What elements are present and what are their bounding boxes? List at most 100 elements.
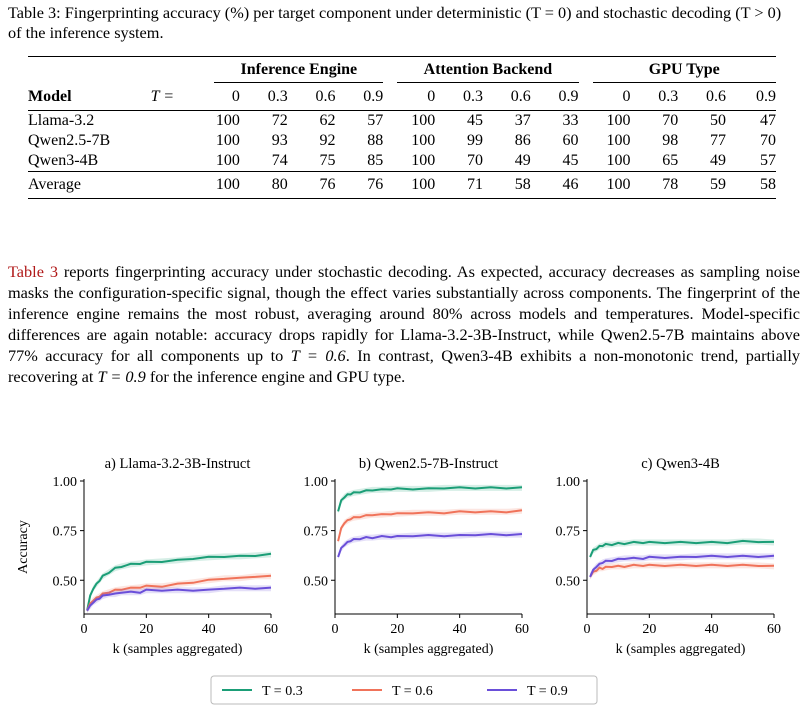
value-cell: 47 [726,110,776,131]
x-tick-label: 40 [705,622,719,637]
confidence-band [338,484,522,514]
x-tick-label: 0 [584,622,591,637]
temperature-column-header: 0.9 [363,88,384,105]
model-column-header: Model [28,88,72,105]
value-cell: 49 [710,152,727,169]
series-line [86,574,272,612]
confidence-band [338,507,522,544]
temperature-column-header: 0 [622,88,631,105]
paragraph-text-3: for the inference engine and GPU type. [145,367,406,386]
table-caption-label: Table 3: [8,3,61,22]
paragraph-text-2: . In contrast, Qwen3-4B exhibits a non-m… [8,346,800,386]
y-tick-label: 0.50 [304,574,329,589]
y-tick-label: 0.50 [53,574,78,589]
temperature-column-header: 0.6 [315,88,336,105]
empty-cell [151,151,201,172]
confidence-band [338,531,522,560]
value-cell: 100 [411,132,436,149]
value-cell: 74 [271,152,288,169]
value-cell: 45 [562,152,579,169]
value-cell: 98 [662,132,679,149]
value-cell: 45 [435,110,483,131]
y-tick-label: 0.75 [53,525,78,540]
temperature-column-header: 0.9 [558,88,579,105]
y-tick-label: 0.75 [304,525,329,540]
temperature-column-header: 0.9 [756,88,776,105]
temperature-header: T = [150,88,174,105]
temperature-column-header: 0.3 [462,88,483,105]
x-tick-label: 60 [767,622,781,637]
legend-label: T = 0.6 [392,684,433,699]
value-cell: 100 [383,110,436,131]
value-cell: 59 [678,171,727,199]
model-name-cell: Qwen3-4B [28,152,99,169]
table-body: Inference Engine Attention Backend GPU Typ… [28,56,776,199]
x-tick-label: 0 [332,622,339,637]
panel-title: c) Qwen3-4B [641,456,720,472]
x-tick-label: 60 [264,622,278,637]
empty-cell [28,56,151,84]
value-cell: 93 [271,132,288,149]
value-cell: 76 [287,171,336,199]
value-cell: 100 [606,132,631,149]
value-cell: 100 [215,132,240,149]
x-tick-label: 60 [515,622,529,637]
value-cell: 100 [578,171,631,199]
value-cell: 37 [482,110,531,131]
value-cell: 70 [466,152,483,169]
x-axis-label: k (samples aggregated) [113,642,243,657]
group-header-label: Inference Engine [214,58,384,83]
fingerprint-accuracy-table: Inference Engine Attention Backend GPU Typ… [28,56,776,199]
empty-cell [150,110,201,131]
value-cell: 100 [383,171,436,199]
temperature-column-header: 0 [231,88,240,105]
x-axis-label: k (samples aggregated) [364,642,494,657]
value-cell: 50 [678,110,727,131]
series-line [589,554,775,578]
value-cell: 57 [335,110,384,131]
value-cell: 58 [726,171,776,199]
legend-box [210,675,598,705]
group-header: Attention Backend [383,56,579,84]
model-name-cell: Llama-3.2 [28,110,151,131]
value-cell: 100 [578,110,631,131]
confidence-band [590,553,774,580]
accuracy-vs-k-figure: a) Llama-3.2-3B-Instruct 0.50 0.75 1.00 0 20 4… [16,456,781,705]
temperature-column-header: 0.6 [510,88,531,105]
empty-cell [150,56,201,84]
y-axis-label: Accuracy [16,520,31,574]
series-line [86,552,272,611]
x-tick-label: 40 [202,622,216,637]
table-group-header-row: Inference Engine Attention Backend GPU Typ… [28,56,776,84]
table-reference-link[interactable]: Table 3 [8,262,58,281]
y-tick-label: 0.75 [556,525,581,540]
value-cell: 92 [319,132,336,149]
value-cell: 46 [530,171,579,199]
temperature-column-header: 0.6 [706,88,727,105]
value-cell: 70 [760,132,776,149]
x-tick-label: 20 [139,622,153,637]
x-tick-label: 0 [81,622,88,637]
group-header-label: GPU Type [592,58,776,83]
value-cell: 60 [562,132,579,149]
body-paragraph: Table 3 reports fingerprinting accuracy … [8,261,800,387]
series-line [589,563,775,578]
table-row: Qwen3-4B 100 74 75 85 100 70 49 45 100 65 49 57 [28,151,776,172]
table-caption-text: Fingerprinting accuracy (%) per target c… [8,3,782,42]
value-cell: 100 [215,152,240,169]
model-name-cell: Qwen2.5-7B [28,132,111,149]
empty-cell [150,171,201,199]
value-cell: 99 [466,132,483,149]
value-cell: 76 [335,171,384,199]
math-t-06: T = 0.6 [290,346,346,365]
y-tick-label: 1.00 [304,475,329,490]
table-row: Average 100 80 76 76 100 71 58 46 100 78 59 58 [28,171,776,199]
model-name-cell: Average [28,171,151,199]
value-cell: 78 [630,171,679,199]
y-tick-label: 1.00 [556,475,581,490]
x-tick-label: 20 [390,622,404,637]
table-row: Qwen2.5-7B 100 93 92 88 100 99 86 60 100 98 77 70 [28,131,776,151]
y-tick-label: 0.50 [556,574,581,589]
group-header: Inference Engine [200,56,384,84]
y-tick-label: 1.00 [53,475,78,490]
